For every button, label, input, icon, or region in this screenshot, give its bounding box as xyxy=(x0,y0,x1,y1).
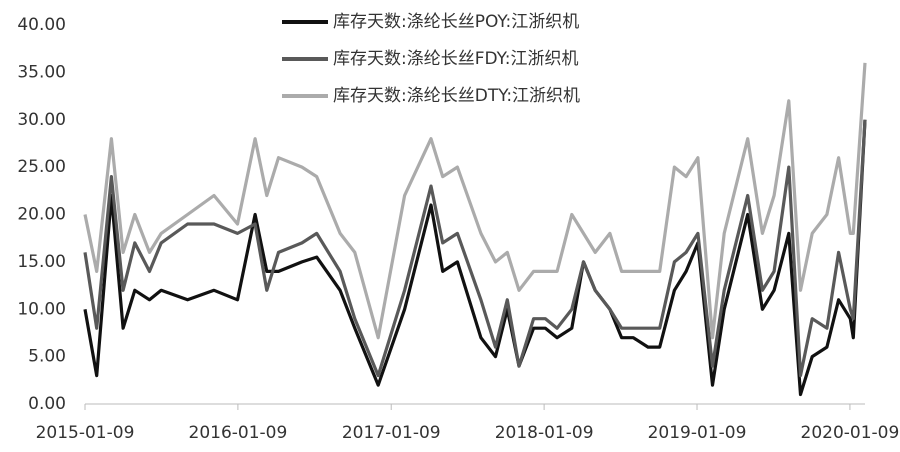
y-tick-label: 35.00 xyxy=(17,62,66,82)
x-tick-label: 2019-01-09 xyxy=(648,423,747,443)
y-tick-label: 15.00 xyxy=(17,252,66,272)
series-line xyxy=(83,119,867,378)
y-tick-label: 20.00 xyxy=(17,205,66,225)
series-line xyxy=(83,62,867,340)
x-tick-label: 2017-01-09 xyxy=(342,423,441,443)
y-tick-label: 25.00 xyxy=(17,157,66,177)
legend-label: 库存天数:涤纶长丝DTY:江浙织机 xyxy=(333,86,580,106)
legend-label: 库存天数:涤纶长丝FDY:江浙织机 xyxy=(333,49,579,69)
y-tick-label: 5.00 xyxy=(28,347,66,367)
x-tick-label: 2020-01-09 xyxy=(801,423,900,443)
series-line xyxy=(83,119,867,397)
y-tick-label: 30.00 xyxy=(17,110,66,130)
y-tick-label: 40.00 xyxy=(17,15,66,35)
legend-label: 库存天数:涤纶长丝POY:江浙织机 xyxy=(333,12,579,32)
y-tick-label: 0.00 xyxy=(28,394,66,414)
y-tick-label: 10.00 xyxy=(17,299,66,319)
x-tick-label: 2016-01-09 xyxy=(189,423,288,443)
x-tick-label: 2018-01-09 xyxy=(495,423,594,443)
x-tick-label: 2015-01-09 xyxy=(36,423,135,443)
